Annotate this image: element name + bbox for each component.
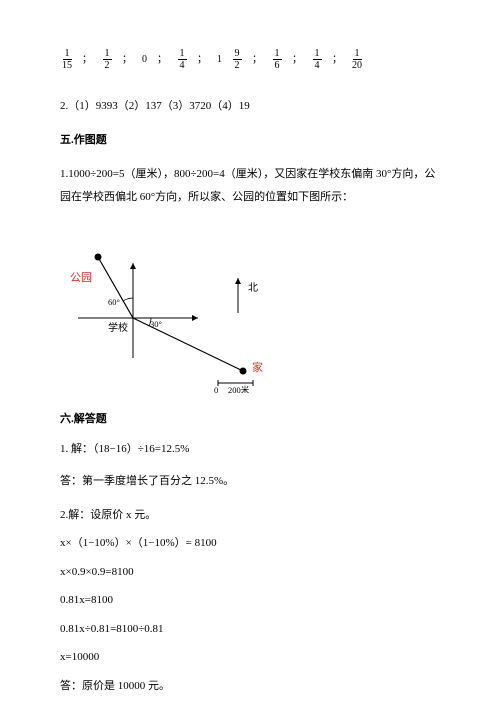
q2-line2: x×（1−10%）×（1−10%）= 8100	[60, 535, 440, 552]
q2-line3: x×0.9×0.9=8100	[60, 564, 440, 581]
fraction-row: 115 ； 12 ； 0 ； 14 ； 1 92 ； 16 ； 14 ； 120	[60, 48, 440, 71]
fraction: 14	[175, 48, 189, 71]
fraction: 115	[60, 48, 74, 71]
angle-30-label: 30°	[150, 319, 162, 329]
q2-line6: x=10000	[60, 649, 440, 666]
fraction: 92	[230, 48, 244, 71]
home-label: 家	[252, 360, 263, 374]
angle-60-label: 60°	[108, 297, 120, 307]
fraction: 12	[100, 48, 114, 71]
plain-value: 0	[140, 52, 149, 67]
q1-line1: 1. 解：（18−16）÷16=12.5%	[60, 441, 440, 458]
plain-value: 1	[215, 52, 224, 67]
separator: ；	[120, 52, 134, 67]
separator: ；	[290, 52, 304, 67]
fraction: 14	[310, 48, 324, 71]
q2-line7: 答：原价是 10000 元。	[60, 678, 440, 695]
q1-line2: 答：第一季度增长了百分之 12.5%。	[60, 470, 440, 493]
q2-line4: 0.81x=8100	[60, 592, 440, 609]
fraction: 120	[350, 48, 364, 71]
separator: ；	[80, 52, 94, 67]
park-label: 公园	[70, 271, 92, 284]
separator: ；	[195, 52, 209, 67]
separator: ；	[250, 52, 264, 67]
direction-diagram: 北 公园 家 学校 60° 30° 0 200米	[68, 223, 308, 393]
section-6-title: 六.解答题	[60, 411, 440, 428]
separator: ；	[330, 52, 344, 67]
section-5-p1: 1.1000÷200=5（厘米），800÷200=4（厘米），又因家在学校东偏南…	[60, 163, 440, 209]
fraction: 16	[270, 48, 284, 71]
north-label: 北	[248, 282, 258, 294]
q2-line1: 2.解：设原价 x 元。	[60, 507, 440, 524]
scale-200: 200米	[228, 385, 250, 393]
q2-line5: 0.81x÷0.81=8100÷0.81	[60, 621, 440, 638]
scale-0: 0	[214, 385, 218, 393]
school-label: 学校	[108, 321, 128, 334]
section-5-title: 五.作图题	[60, 132, 440, 149]
separator: ；	[155, 52, 169, 67]
answer-line-2: 2.（1）9393（2）137（3）3720（4）19	[60, 95, 440, 118]
